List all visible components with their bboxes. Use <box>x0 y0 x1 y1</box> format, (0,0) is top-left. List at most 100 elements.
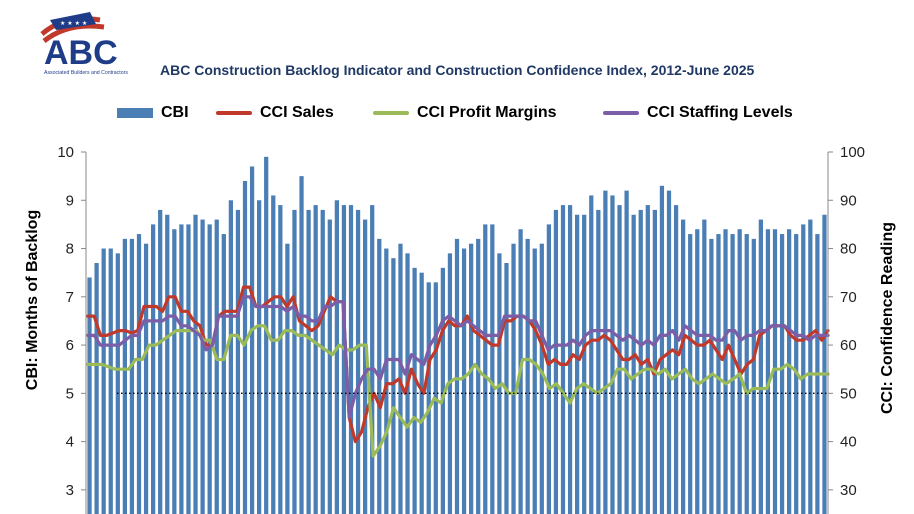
cbi-bar <box>681 219 686 514</box>
legend-item-cci-profit: CCI Profit Margins <box>373 104 557 122</box>
axes: 10 9 8 7 6 5 4 3 100 90 80 70 60 50 40 30 <box>57 144 865 514</box>
cbi-bar <box>355 209 361 514</box>
cbi-bar <box>306 209 311 514</box>
cbi-bar <box>808 219 813 514</box>
chart: 10 9 8 7 6 5 4 3 100 90 80 70 60 50 40 30 CBI: Months o… <box>24 144 896 514</box>
y2-tick-label: 70 <box>840 289 857 306</box>
abc-logo: ★ ★ ★ ★ ABC Associated Builders and Cont… <box>40 12 128 76</box>
cbi-bar <box>200 219 205 514</box>
cbi-bar <box>751 238 756 514</box>
cbi-bar <box>391 258 396 514</box>
cbi-bar <box>299 176 304 514</box>
cbi-bar <box>575 214 580 514</box>
cbi-bar <box>129 238 135 514</box>
cbi-bar <box>426 282 431 514</box>
cbi-bars <box>87 156 827 514</box>
cbi-bar <box>193 214 198 514</box>
y2-tick-label: 90 <box>840 192 857 209</box>
cbi-bar <box>412 267 417 514</box>
flag-stripes: ★ ★ ★ ★ <box>40 12 105 43</box>
y2-tick-label: 60 <box>840 337 857 354</box>
chart-title: ABC Construction Backlog Indicator and C… <box>160 62 755 78</box>
cbi-bar <box>101 248 106 514</box>
cbi-bar <box>461 248 467 514</box>
cbi-bar <box>271 195 276 514</box>
cbi-bar <box>610 195 615 514</box>
y-tick-label: 7 <box>66 289 74 306</box>
line-cci-staffing-levels <box>86 295 830 420</box>
legend-swatch-cbi <box>117 108 153 118</box>
cbi-bar <box>758 219 763 514</box>
cbi-bar <box>264 156 269 514</box>
cbi-bar <box>723 229 728 514</box>
y-tick-label: 10 <box>57 144 74 161</box>
cbi-bar <box>165 214 170 514</box>
cbi-bar <box>278 205 283 514</box>
y2-tick-label: 40 <box>840 434 857 451</box>
cbi-bar <box>348 205 354 514</box>
cbi-bar <box>440 267 445 514</box>
cbi-bar <box>744 234 749 514</box>
cbi-bar <box>617 205 622 514</box>
y-tick-label: 6 <box>66 337 74 354</box>
cbi-bar <box>624 190 629 514</box>
y2-tick-label: 80 <box>840 241 857 258</box>
cbi-bar <box>673 205 679 514</box>
cbi-bar <box>249 166 255 514</box>
cbi-bar <box>772 229 778 514</box>
cbi-bar <box>143 243 149 514</box>
cbi-bar <box>384 248 389 514</box>
cbi-bar <box>370 205 375 514</box>
cbi-bar <box>87 277 92 514</box>
cci-lines <box>86 285 830 458</box>
cbi-bar <box>822 214 827 514</box>
cbi-bar <box>560 205 566 514</box>
cbi-bar <box>257 200 262 514</box>
cbi-bar <box>186 224 191 514</box>
y-tick-label: 8 <box>66 241 74 258</box>
y-tick-label: 4 <box>66 434 74 451</box>
cbi-bar <box>285 243 290 514</box>
cbi-bar <box>716 234 721 514</box>
cbi-bar <box>292 209 297 514</box>
legend-item-cci-staffing: CCI Staffing Levels <box>603 104 793 122</box>
cbi-bar <box>122 238 127 514</box>
logo-subtitle: Associated Builders and Contractors <box>44 70 128 76</box>
cbi-bar <box>320 209 325 514</box>
y-tick-label: 9 <box>66 192 74 209</box>
cbi-bar <box>801 224 806 514</box>
cbi-bar <box>525 238 530 514</box>
cbi-bar <box>313 205 318 514</box>
cbi-bar <box>214 219 219 514</box>
cbi-bar <box>539 243 544 514</box>
cbi-bar <box>631 214 636 514</box>
cbi-bar <box>787 229 792 514</box>
y2-tick-label: 30 <box>840 482 857 499</box>
legend-label-cbi: CBI <box>161 104 189 121</box>
y-tick-label: 5 <box>66 385 74 402</box>
cbi-bar <box>172 229 177 514</box>
cbi-bar <box>659 185 665 514</box>
cbi-bar <box>532 248 537 514</box>
cbi-bar <box>589 195 594 514</box>
cbi-bar <box>235 209 241 514</box>
cbi-bar <box>454 238 460 514</box>
cbi-bar <box>334 200 339 514</box>
cbi-bar <box>765 229 771 514</box>
cbi-bar <box>108 248 113 514</box>
legend-swatch-cci-profit <box>373 111 409 115</box>
cbi-bar <box>469 243 474 514</box>
legend-label-cci-profit: CCI Profit Margins <box>417 104 557 121</box>
cbi-bar <box>136 234 142 514</box>
cbi-bar <box>476 238 481 514</box>
cbi-bar <box>115 253 120 514</box>
cbi-bar <box>228 200 233 514</box>
y2-tick-label: 100 <box>840 144 865 161</box>
legend-label-cci-staffing: CCI Staffing Levels <box>647 104 793 121</box>
cbi-bar <box>652 209 657 514</box>
cbi-bar <box>695 229 700 514</box>
cbi-bar <box>490 224 495 514</box>
cbi-bar <box>702 219 707 514</box>
svg-text:★ ★ ★ ★: ★ ★ ★ ★ <box>60 20 87 27</box>
cbi-bar <box>546 224 551 514</box>
